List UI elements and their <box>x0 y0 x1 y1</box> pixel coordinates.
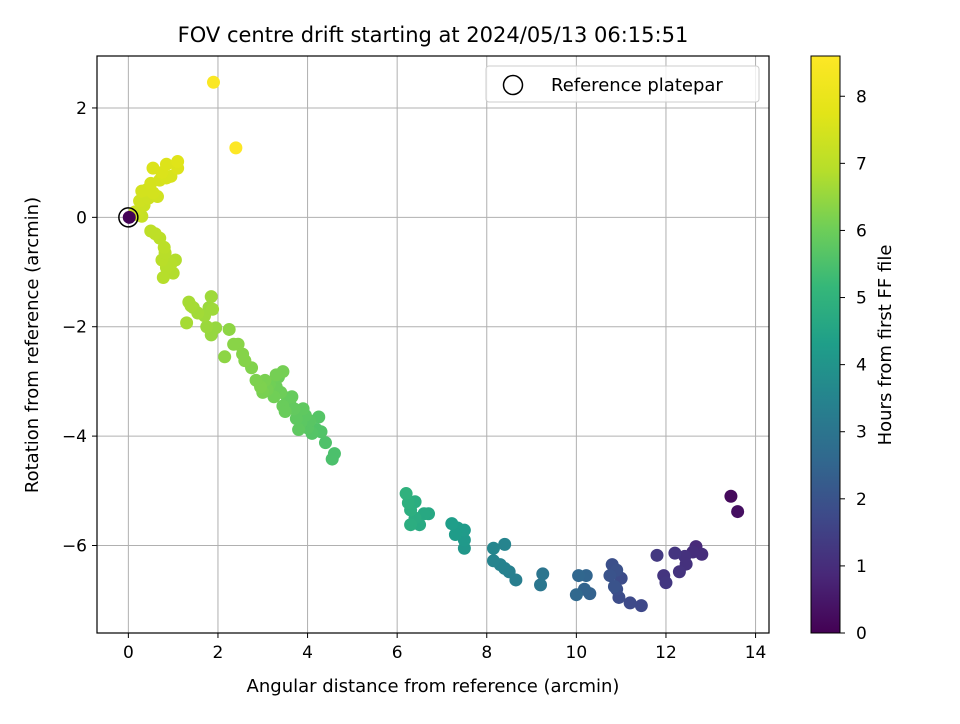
scatter-point <box>325 452 339 466</box>
scatter-point <box>399 487 413 501</box>
x-tick-label: 4 <box>302 643 313 663</box>
scatter-point <box>572 569 586 583</box>
scatter-point <box>156 271 170 285</box>
scatter-point <box>445 517 459 531</box>
x-tick-label: 6 <box>392 643 403 663</box>
x-axis-ticks: 0 2 4 6 8 10 12 14 <box>123 633 766 663</box>
scatter-point <box>486 554 500 568</box>
colorbar-tick-label: 7 <box>856 154 867 174</box>
scatter-point <box>159 157 173 171</box>
scatter-point <box>569 588 583 602</box>
scatter-point <box>146 161 160 175</box>
y-tick-label: 0 <box>76 208 87 228</box>
colorbar-tick-label: 2 <box>856 490 867 510</box>
scatter-point <box>318 436 332 450</box>
x-tick-label: 14 <box>745 643 767 663</box>
x-tick-label: 2 <box>213 643 224 663</box>
y-tick-label: 2 <box>76 99 87 119</box>
colorbar-label: Hours from first FF file <box>875 245 896 446</box>
scatter-point <box>289 412 303 426</box>
colorbar-tick-label: 3 <box>856 423 867 443</box>
scatter-point <box>144 224 158 238</box>
scatter-point <box>222 322 236 336</box>
colorbar-gradient <box>810 55 841 634</box>
scatter-point <box>668 546 682 560</box>
scatter-point <box>206 75 220 89</box>
scatter-point <box>135 184 149 198</box>
plot-frame <box>96 55 770 634</box>
scatter-point <box>724 489 738 503</box>
x-tick-label: 0 <box>123 643 134 663</box>
grid-lines <box>97 56 769 633</box>
scatter-point <box>650 548 664 562</box>
x-axis-label: Angular distance from reference (arcmin) <box>247 676 620 697</box>
scatter-point <box>534 578 548 592</box>
scatter-point <box>603 569 617 583</box>
colorbar-tick-label: 0 <box>856 624 867 644</box>
colorbar-ticks: 0 1 2 3 4 5 6 7 8 <box>840 87 867 644</box>
scatter-point <box>236 347 250 361</box>
scatter-point <box>536 567 550 581</box>
colorbar-tick-label: 5 <box>856 289 867 309</box>
x-tick-label: 8 <box>481 643 492 663</box>
y-tick-label: −6 <box>62 536 87 556</box>
y-tick-label: −2 <box>62 318 87 338</box>
colorbar-tick-label: 8 <box>856 87 867 107</box>
scatter-point <box>404 518 418 532</box>
scatter-point <box>200 320 214 334</box>
scatter-point <box>285 390 299 404</box>
scatter-point <box>672 565 686 579</box>
legend-label: Reference platepar <box>551 75 723 96</box>
legend-marker-icon <box>502 74 524 96</box>
scatter-point <box>184 299 198 313</box>
x-tick-label: 12 <box>655 643 677 663</box>
scatter-point <box>607 580 621 594</box>
scatter-point <box>731 505 745 519</box>
scatter-point <box>292 423 306 437</box>
scatter-point <box>448 528 462 542</box>
scatter-point <box>659 576 673 590</box>
scatter-point <box>296 402 310 416</box>
colorbar-tick-label: 1 <box>856 557 867 577</box>
scatter-point <box>278 404 292 418</box>
scatter-point <box>249 373 263 387</box>
data-points <box>118 75 745 613</box>
y-axis-label: Rotation from reference (arcmin) <box>22 197 43 493</box>
chart-title: FOV centre drift starting at 2024/05/13 … <box>178 23 689 47</box>
scatter-point <box>218 350 232 364</box>
legend-box <box>485 65 760 103</box>
scatter-point <box>122 210 136 224</box>
scatter-point <box>204 290 218 304</box>
colorbar-tick-label: 6 <box>856 221 867 241</box>
y-axis-ticks: −6 −4 −2 0 2 <box>62 99 97 556</box>
scatter-point <box>171 155 185 169</box>
colorbar: 0 1 2 3 4 5 6 7 8 Hours from first FF file <box>810 55 896 644</box>
scatter-point <box>486 541 500 555</box>
scatter-point <box>227 337 241 351</box>
scatter-point <box>498 537 512 551</box>
colorbar-tick-label: 4 <box>856 356 867 376</box>
scatter-point <box>229 141 243 155</box>
x-tick-label: 10 <box>566 643 588 663</box>
scatter-point <box>206 302 220 316</box>
y-tick-label: −4 <box>62 427 87 447</box>
reference-marker <box>118 207 139 228</box>
scatter-point <box>269 368 283 382</box>
legend: Reference platepar <box>485 65 760 103</box>
scatter-point <box>634 599 648 613</box>
scatter-point <box>623 596 637 610</box>
scatter-point <box>180 316 194 330</box>
